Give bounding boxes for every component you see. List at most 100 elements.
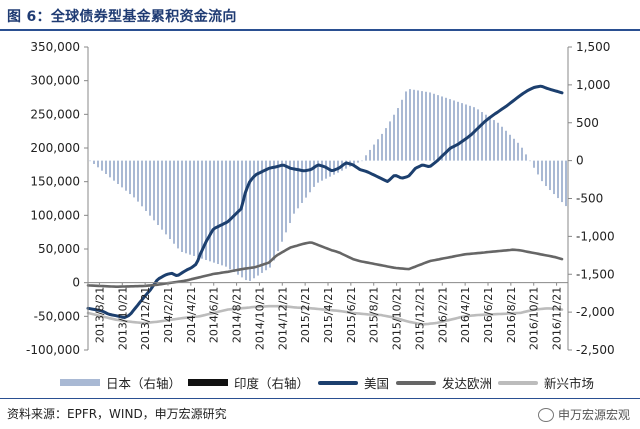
- x-tick-label: 2013/12/21: [139, 287, 152, 350]
- japan-bar: [293, 160, 295, 214]
- left-tick-label: 50,000: [38, 242, 80, 256]
- japan-bar: [161, 160, 163, 230]
- japan-bar: [549, 160, 551, 191]
- japan-bar: [209, 160, 211, 262]
- japan-bar: [425, 91, 427, 161]
- right-tick-label: -1,000: [576, 229, 615, 243]
- x-tick-label: 2015/2/21: [299, 287, 312, 343]
- japan-bar: [201, 160, 203, 259]
- x-tick-label: 2013/8/21: [93, 287, 106, 343]
- left-tick-label: -50,000: [34, 309, 80, 323]
- legend-item-em: 新兴市场: [498, 373, 594, 392]
- japan-bar: [133, 160, 135, 198]
- japan-bar: [213, 160, 215, 263]
- japan-bar: [545, 160, 547, 187]
- japan-bar: [321, 160, 323, 181]
- japan-bar: [333, 160, 335, 175]
- right-tick-label: 500: [576, 116, 599, 130]
- left-tick-label: 150,000: [30, 175, 80, 189]
- fund-flow-chart: -100,000 -50,000 0 50,000 100,000 150,000 200,…: [26, 40, 615, 357]
- watermark: 申万宏源宏观: [537, 406, 630, 423]
- japan-bar: [357, 160, 359, 163]
- x-tick-label: 2015/12/21: [413, 287, 426, 350]
- japan-bar: [361, 160, 363, 162]
- japan-bar: [481, 112, 483, 161]
- japan-bar: [505, 130, 507, 161]
- japan-bar: [393, 114, 395, 161]
- japan-bar: [149, 160, 151, 216]
- legend-item-india: 印度（右轴）: [188, 373, 309, 392]
- left-tick-label: 350,000: [30, 40, 80, 54]
- japan-bar: [245, 160, 247, 281]
- x-tick-label: 2014/6/21: [208, 287, 221, 343]
- series-line-em: [86, 304, 564, 326]
- japan-bar: [97, 160, 99, 168]
- japan-bar: [317, 160, 319, 183]
- x-tick-label: 2016/10/21: [528, 287, 541, 350]
- japan-bar: [309, 160, 311, 193]
- japan-bar: [237, 160, 239, 275]
- japan-bar: [285, 160, 287, 233]
- japan-bar: [501, 126, 503, 161]
- japan-bar: [249, 160, 251, 281]
- japan-bar: [145, 160, 147, 211]
- japan-bar: [421, 91, 423, 161]
- wechat-icon: [537, 407, 554, 422]
- japan-bar: [509, 134, 511, 161]
- japan-bar: [365, 155, 367, 161]
- japan-bar: [177, 160, 179, 249]
- japan-bar: [465, 104, 467, 161]
- japan-bar: [517, 142, 519, 161]
- japan-bar: [197, 160, 199, 258]
- japan-bar: [557, 160, 559, 199]
- x-tick-label: 2015/8/21: [368, 287, 381, 343]
- right-tick-label: -500: [576, 192, 603, 206]
- japan-bar: [437, 95, 439, 161]
- x-tick-label: 2014/10/21: [253, 287, 266, 350]
- japan-bar: [137, 160, 139, 202]
- japan-bar: [565, 160, 567, 207]
- japan-bar: [217, 160, 219, 265]
- source-note: 资料来源：EPFR，WIND，申万宏源研究: [7, 407, 227, 421]
- japan-bar: [193, 160, 195, 256]
- japan-bar: [241, 160, 243, 278]
- japan-bar: [297, 160, 299, 209]
- japan-bar: [93, 160, 95, 164]
- japan-bar: [305, 160, 307, 198]
- japan-bar: [413, 89, 415, 161]
- legend-label-india: 印度（右轴）: [234, 376, 310, 391]
- x-tick-label: 2016/8/21: [505, 287, 518, 343]
- japan-bar: [477, 109, 479, 161]
- japan-bar: [533, 160, 535, 168]
- right-tick-label: -1,500: [576, 267, 615, 281]
- legend-swatch-india: [188, 379, 228, 386]
- x-tick-label: 2016/6/21: [482, 287, 495, 343]
- japan-bar: [253, 160, 255, 279]
- japan-bar: [561, 160, 563, 203]
- japan-bar: [353, 160, 355, 165]
- japan-bar: [513, 138, 515, 161]
- x-tick-label: 2016/4/21: [459, 287, 472, 343]
- legend-swatch-japan: [60, 379, 100, 386]
- japan-bar: [225, 160, 227, 267]
- japan-bar: [417, 90, 419, 161]
- right-tick-label: 1,000: [576, 78, 610, 92]
- x-tick-label: 2015/6/21: [345, 287, 358, 343]
- japan-bar: [369, 149, 371, 161]
- japan-bar: [453, 100, 455, 161]
- japan-bar: [157, 160, 159, 226]
- japan-bar: [485, 114, 487, 161]
- legend-item-japan: 日本（右轴）: [60, 373, 181, 392]
- japan-bar: [181, 160, 183, 252]
- japan-bar: [493, 120, 495, 161]
- left-tick-label: 100,000: [30, 208, 80, 222]
- japan-bar: [553, 160, 555, 195]
- japan-bar: [117, 160, 119, 185]
- legend-item-us: 美国: [318, 373, 389, 392]
- japan-bar: [269, 160, 271, 268]
- japan-bar: [109, 160, 111, 178]
- japan-bar: [281, 160, 283, 242]
- japan-bar: [265, 160, 267, 271]
- japan-bar: [461, 103, 463, 161]
- japan-bar: [273, 160, 275, 261]
